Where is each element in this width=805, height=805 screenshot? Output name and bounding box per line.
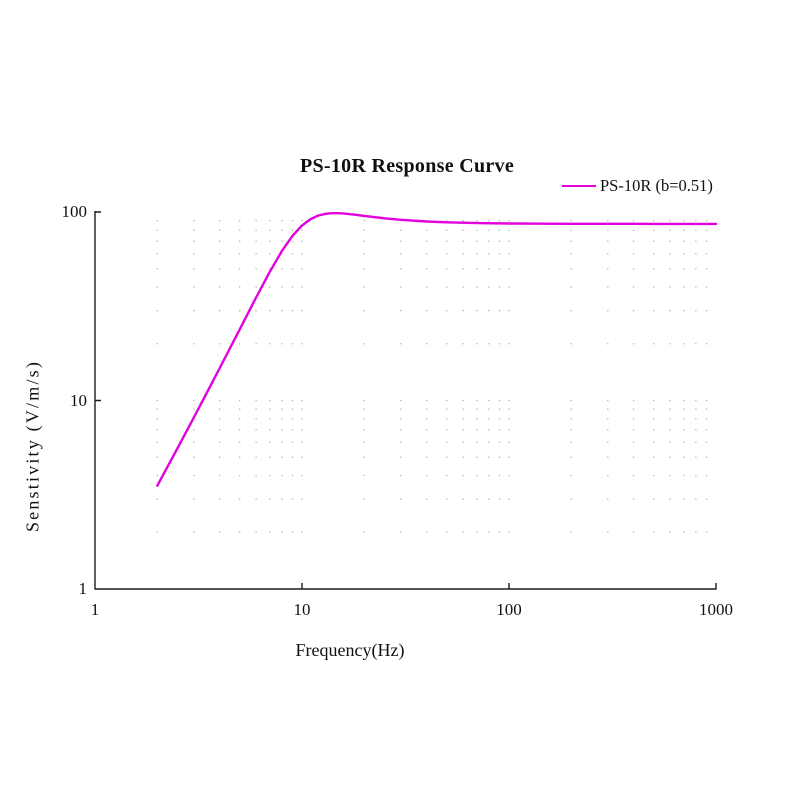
legend: PS-10R (b=0.51): [562, 176, 713, 196]
grid-dots: [156, 219, 708, 534]
response-curve: [156, 212, 718, 487]
chart-title: PS-10R Response Curve: [299, 155, 515, 177]
y-tick-label-10: 10: [70, 391, 87, 410]
y-tick-label-100: 100: [61, 202, 88, 221]
x-tick-label-1000: 1000: [699, 600, 733, 619]
x-tick-label-10: 10: [293, 600, 311, 619]
legend-line-swatch: [562, 184, 596, 188]
axis-tick-marks: [95, 211, 510, 589]
legend-series-label: PS-10R (b=0.51): [600, 176, 713, 195]
x-tick-label-100: 100: [496, 600, 522, 619]
x-axis-title: Frequency(Hz): [295, 640, 405, 660]
x-tick-label-1: 1: [90, 600, 100, 619]
y-tick-label-1: 1: [78, 579, 88, 598]
axes-lines: [94, 211, 717, 590]
y-axis-title: Senstivity (V/m/s): [22, 359, 43, 533]
